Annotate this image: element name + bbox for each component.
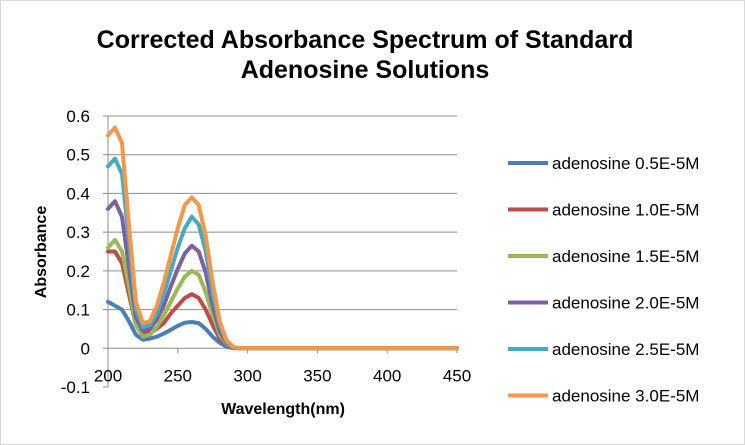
chart-title-line-1: Corrected Absorbance Spectrum of Standar… [97,26,634,54]
x-tick-label: 350 [303,366,331,385]
y-tick-label: 0.1 [66,301,90,320]
legend-label: adenosine 3.0E-5M [552,387,699,406]
x-tick-label: 400 [373,366,401,385]
chart-title-line-2: Adenosine Solutions [241,56,490,84]
legend-label: adenosine 1.0E-5M [552,201,699,220]
y-tick-label: -0.1 [61,378,90,397]
x-axis-title: Wavelength(nm) [221,401,345,418]
series-line-6 [106,125,459,351]
y-tick-label: 0.4 [66,184,90,203]
y-tick-label: 0.6 [66,107,90,126]
x-tick-label: 200 [94,366,122,385]
legend-label: adenosine 0.5E-5M [552,154,699,173]
y-tick-label: 0 [81,339,90,358]
y-tick-label: 0.5 [66,146,90,165]
legend-label: adenosine 2.5E-5M [552,340,699,359]
x-tick-label: 250 [164,366,192,385]
y-tick-label: 0.3 [66,223,90,242]
legend-label: adenosine 1.5E-5M [552,247,699,266]
legend-label: adenosine 2.0E-5M [552,294,699,313]
y-tick-label: 0.2 [66,262,90,281]
x-tick-label: 300 [233,366,261,385]
x-tick-label: 450 [443,366,471,385]
y-axis-title: Absorbance [33,206,50,299]
